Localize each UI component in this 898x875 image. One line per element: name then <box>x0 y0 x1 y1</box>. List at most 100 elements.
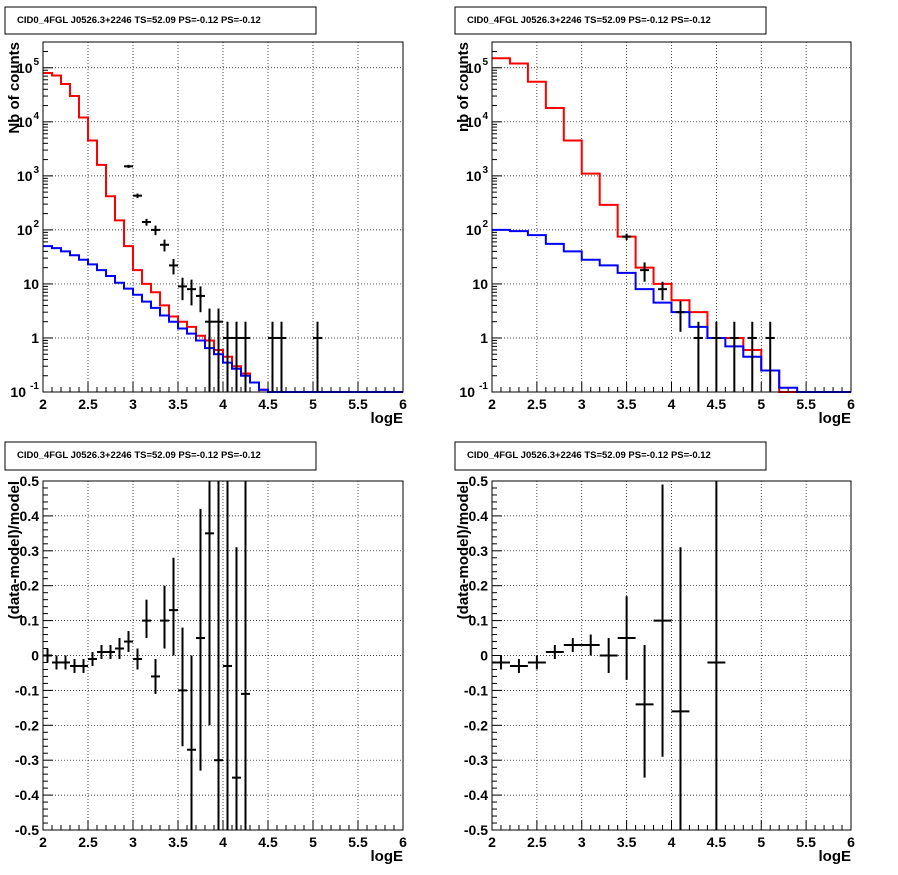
y-tick-label: 1 <box>31 330 39 346</box>
x-tick-label: 2.5 <box>527 834 547 850</box>
y-tick-label: 0.5 <box>469 473 489 489</box>
grid <box>43 481 403 830</box>
x-tick-label: 2 <box>39 396 47 412</box>
x-axis-title: logE <box>819 848 852 865</box>
chart-panel-3: CID0_4FGL J0526.3+2246 TS=52.09 PS=-0.12… <box>4 441 407 865</box>
x-tick-label: 2.5 <box>78 834 98 850</box>
y-tick-label: 0.1 <box>20 613 40 629</box>
chart-panel-2: CID0_4FGL J0526.3+2246 TS=52.09 PS=-0.12… <box>454 6 855 427</box>
x-axis-title: logE <box>371 410 404 427</box>
y-tick-label: -0.5 <box>15 822 39 838</box>
x-tick-label: 4.5 <box>258 396 278 412</box>
x-tick-label: 4.5 <box>258 834 278 850</box>
y-axis-title: Nb of counts <box>6 42 23 134</box>
y-tick-label: -0.2 <box>15 717 39 733</box>
title-box <box>454 6 767 35</box>
y-tick-exponent: 2 <box>482 219 488 230</box>
plot-frame <box>42 480 404 831</box>
x-tick-label: 5 <box>309 396 317 412</box>
residual-points <box>492 481 726 830</box>
x-tick-label: 4 <box>219 834 227 850</box>
y-tick-label: 0.1 <box>469 613 489 629</box>
x-tick-label: 5.5 <box>796 396 816 412</box>
y-tick-label: -0.3 <box>464 752 488 768</box>
x-tick-label: 4 <box>668 834 676 850</box>
y-tick-label: -0.4 <box>464 787 488 803</box>
y-axis-title: (data-model)/model <box>6 481 23 619</box>
y-tick-exponent: 3 <box>482 165 488 176</box>
x-tick-label: 3.5 <box>168 396 188 412</box>
x-tick-label: 3.5 <box>617 834 637 850</box>
x-tick-label: 2 <box>488 834 496 850</box>
x-axis-title: logE <box>371 848 404 865</box>
x-tick-label: 5 <box>757 834 765 850</box>
x-minor-ticks <box>42 382 404 392</box>
y-tick-label: 0.2 <box>469 578 489 594</box>
y-tick-label: 10 <box>459 384 475 400</box>
x-tick-label: 5.5 <box>348 834 368 850</box>
x-tick-label: 4 <box>219 396 227 412</box>
x-minor-ticks <box>491 820 852 830</box>
title-box <box>4 441 317 471</box>
x-tick-label: 4.5 <box>707 834 727 850</box>
y-tick-exponent: 5 <box>482 57 488 68</box>
residual-points <box>43 481 250 830</box>
y-tick-label: -0.2 <box>464 717 488 733</box>
background-step-line <box>43 245 403 393</box>
x-tick-label: 5 <box>309 834 317 850</box>
y-tick-label: 0.3 <box>469 543 489 559</box>
y-tick-label: 0 <box>31 648 39 664</box>
y-tick-label: 10 <box>466 60 482 76</box>
y-tick-label: 10 <box>23 276 39 292</box>
chart-title: CID0_4FGL J0526.3+2246 TS=52.09 PS=-0.12… <box>467 15 711 26</box>
x-tick-label: 3 <box>578 834 586 850</box>
x-tick-label: 5 <box>757 396 765 412</box>
chart-title: CID0_4FGL J0526.3+2246 TS=52.09 PS=-0.12… <box>17 15 261 26</box>
x-tick-label: 5.5 <box>348 396 368 412</box>
x-tick-label: 6 <box>399 396 407 412</box>
plot-frame <box>491 480 852 831</box>
grid <box>43 42 403 392</box>
x-tick-label: 6 <box>847 834 855 850</box>
y-tick-exponent: 5 <box>33 57 39 68</box>
chart-title: CID0_4FGL J0526.3+2246 TS=52.09 PS=-0.12… <box>467 450 711 461</box>
y-tick-label: -0.5 <box>464 822 488 838</box>
title-box <box>4 6 317 35</box>
y-tick-exponent: 3 <box>33 165 39 176</box>
x-tick-label: 3 <box>129 396 137 412</box>
x-tick-label: 5.5 <box>796 834 816 850</box>
grid <box>492 481 851 830</box>
y-tick-label: -0.1 <box>464 682 488 698</box>
y-tick-exponent: 2 <box>33 219 39 230</box>
x-tick-label: 2 <box>488 396 496 412</box>
y-tick-label: 0.2 <box>20 578 40 594</box>
y-tick-label: 10 <box>466 168 482 184</box>
x-tick-label: 4.5 <box>707 396 727 412</box>
y-tick-label: 10 <box>10 384 26 400</box>
y-axis-title: nb of counts <box>455 42 472 132</box>
y-tick-label: 1 <box>480 330 488 346</box>
x-tick-label: 3.5 <box>617 396 637 412</box>
chart-title: CID0_4FGL J0526.3+2246 TS=52.09 PS=-0.12… <box>17 450 261 461</box>
y-tick-exponent: -1 <box>479 381 488 392</box>
y-tick-label: 0.4 <box>20 508 40 524</box>
y-tick-label: 0 <box>480 648 488 664</box>
y-axis-title: (data-model)/model <box>455 481 472 619</box>
y-tick-label: 0.4 <box>469 508 489 524</box>
x-tick-label: 6 <box>399 834 407 850</box>
x-tick-label: 3 <box>578 396 586 412</box>
y-tick-exponent: 4 <box>33 111 39 122</box>
y-tick-exponent: -1 <box>30 381 39 392</box>
y-tick-label: 10 <box>17 60 33 76</box>
chart-panel-4: CID0_4FGL J0526.3+2246 TS=52.09 PS=-0.12… <box>454 441 855 865</box>
y-ticks <box>492 41 502 393</box>
y-tick-label: 10 <box>472 276 488 292</box>
x-tick-label: 3.5 <box>168 834 188 850</box>
plot-frame <box>491 41 852 393</box>
data-points <box>622 233 775 392</box>
y-tick-label: -0.3 <box>15 752 39 768</box>
y-tick-exponent: 4 <box>482 111 488 122</box>
x-tick-label: 6 <box>847 396 855 412</box>
chart-panel-1: CID0_4FGL J0526.3+2246 TS=52.09 PS=-0.12… <box>4 6 407 427</box>
